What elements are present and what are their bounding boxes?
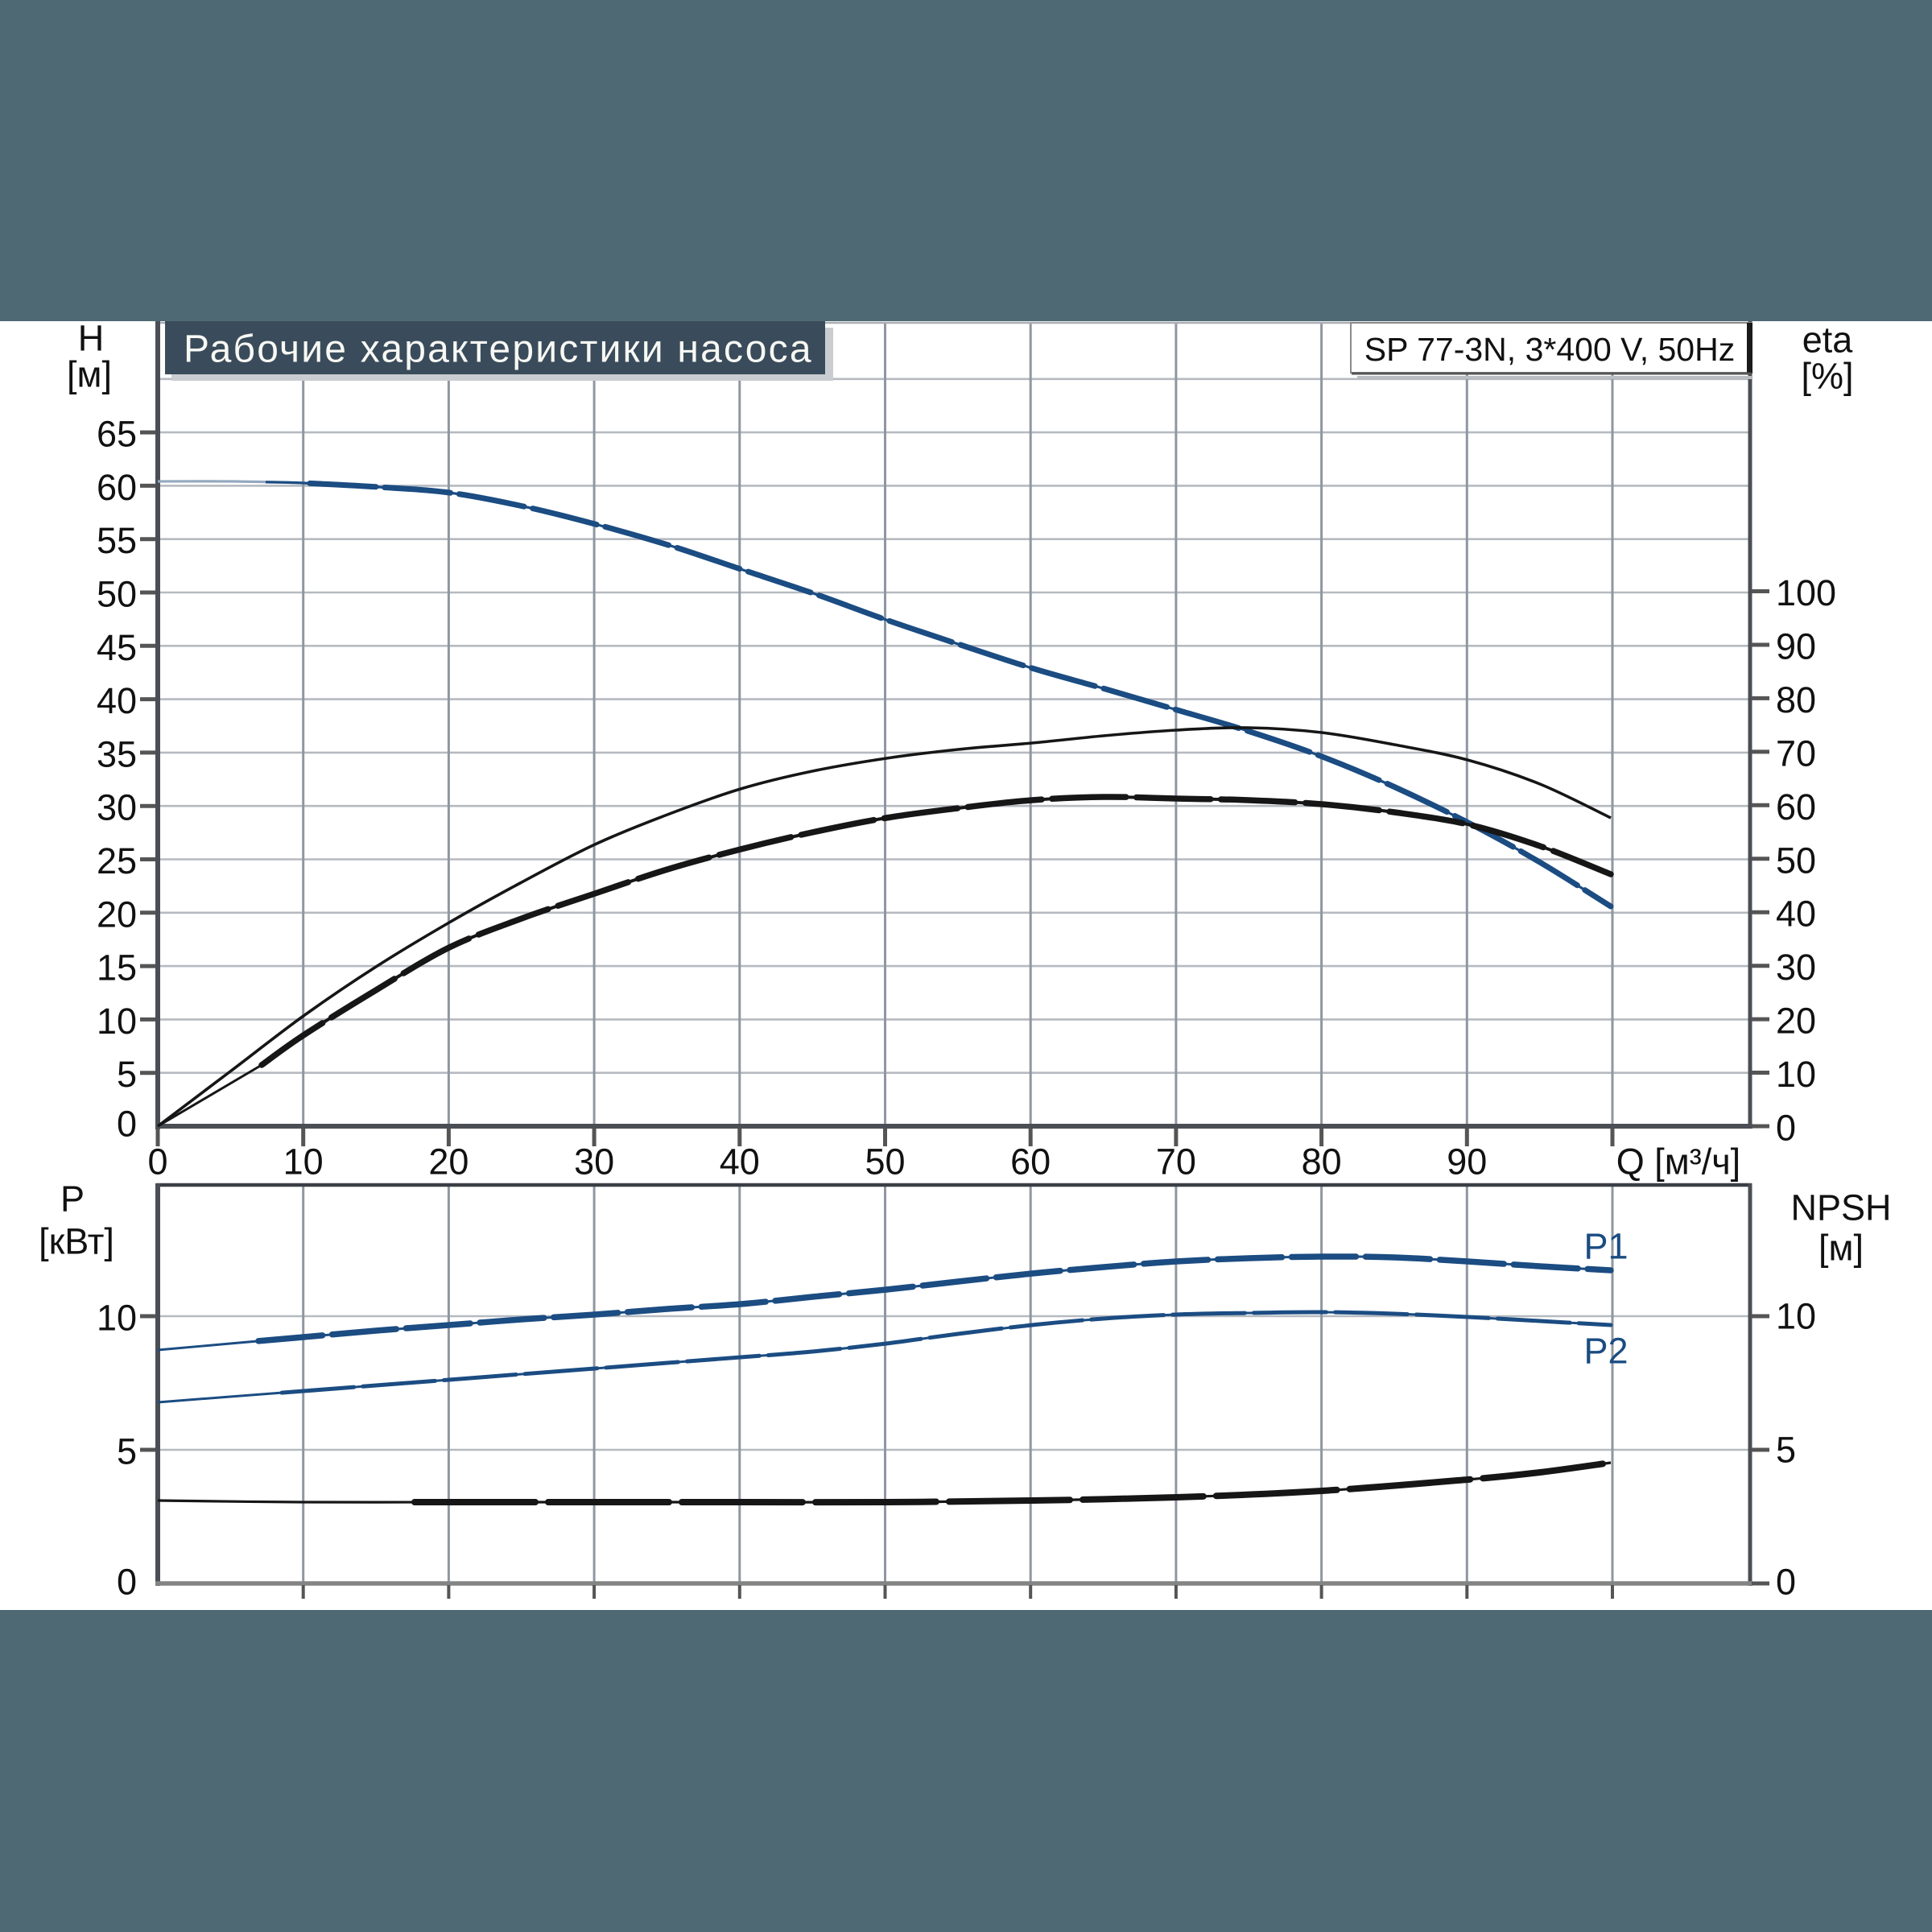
svg-text:60: 60: [1776, 786, 1816, 828]
svg-text:80: 80: [1302, 1141, 1342, 1183]
svg-text:60: 60: [97, 467, 137, 508]
svg-text:25: 25: [97, 840, 137, 881]
svg-text:P2: P2: [1583, 1331, 1628, 1372]
svg-text:20: 20: [97, 894, 137, 935]
svg-text:H: H: [78, 318, 105, 359]
svg-text:50: 50: [1776, 840, 1816, 881]
svg-text:50: 50: [97, 574, 137, 615]
svg-text:70: 70: [1156, 1141, 1196, 1183]
svg-text:55: 55: [97, 520, 137, 561]
svg-text:80: 80: [1776, 679, 1816, 720]
svg-text:5: 5: [117, 1431, 137, 1472]
svg-text:[%]: [%]: [1801, 356, 1853, 397]
svg-text:0: 0: [147, 1141, 167, 1183]
svg-text:10: 10: [1776, 1296, 1816, 1337]
svg-text:10: 10: [1776, 1054, 1816, 1095]
svg-text:5: 5: [117, 1054, 137, 1095]
svg-text:20: 20: [428, 1141, 469, 1183]
svg-text:100: 100: [1776, 572, 1836, 613]
svg-text:20: 20: [1776, 1001, 1816, 1042]
svg-text:70: 70: [1776, 733, 1816, 774]
svg-text:P1: P1: [1583, 1226, 1628, 1267]
svg-text:[м]: [м]: [67, 354, 112, 395]
svg-text:P: P: [60, 1179, 85, 1220]
svg-text:40: 40: [1776, 894, 1816, 935]
svg-text:10: 10: [97, 1298, 137, 1339]
svg-text:eta: eta: [1802, 320, 1854, 361]
svg-text:15: 15: [97, 947, 137, 989]
svg-text:40: 40: [97, 680, 137, 721]
svg-text:0: 0: [117, 1104, 137, 1145]
svg-text:Q [м³/ч]: Q [м³/ч]: [1616, 1141, 1740, 1183]
svg-text:5: 5: [1776, 1430, 1796, 1471]
svg-text:30: 30: [97, 787, 137, 828]
svg-text:[м]: [м]: [1818, 1228, 1864, 1269]
svg-text:SP 77-3N, 3*400 V, 50Hz: SP 77-3N, 3*400 V, 50Hz: [1364, 331, 1735, 368]
svg-text:10: 10: [283, 1141, 324, 1183]
svg-text:0: 0: [1776, 1562, 1796, 1603]
svg-text:30: 30: [1776, 947, 1816, 988]
svg-text:45: 45: [97, 627, 137, 668]
svg-text:30: 30: [574, 1141, 614, 1183]
svg-text:90: 90: [1447, 1141, 1487, 1183]
svg-text:0: 0: [1776, 1108, 1796, 1149]
svg-text:65: 65: [97, 414, 137, 455]
svg-text:90: 90: [1776, 626, 1816, 667]
svg-text:50: 50: [865, 1141, 905, 1183]
svg-text:Рабочие характеристики насоса: Рабочие характеристики насоса: [184, 328, 813, 371]
svg-text:0: 0: [117, 1562, 137, 1603]
svg-text:35: 35: [97, 733, 137, 774]
svg-text:[кВт]: [кВт]: [39, 1221, 114, 1262]
svg-text:60: 60: [1010, 1141, 1051, 1183]
svg-text:NPSH: NPSH: [1790, 1187, 1891, 1228]
svg-text:10: 10: [97, 1001, 137, 1042]
svg-text:40: 40: [720, 1141, 760, 1183]
